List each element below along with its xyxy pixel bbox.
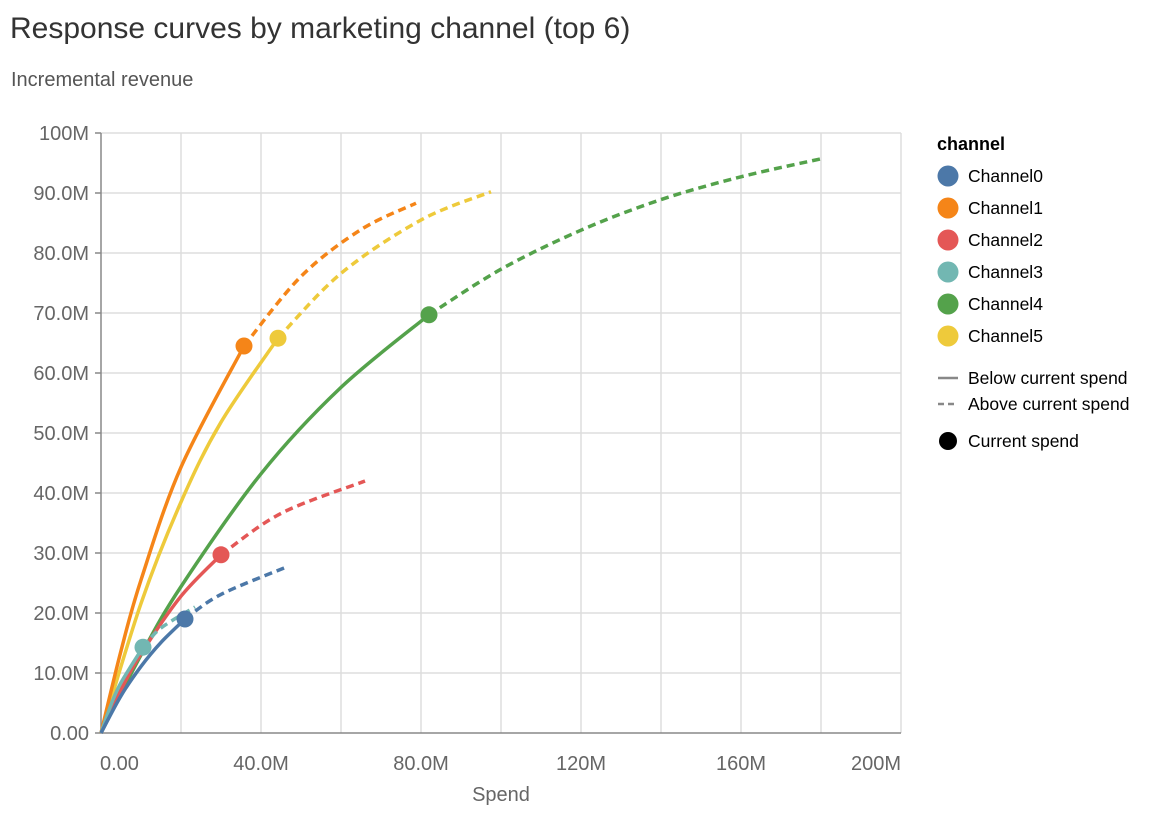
channel4-above-current-spend-line: [428, 157, 822, 317]
legend-swatch-channel5: [937, 325, 959, 347]
x-tick-label: 200M: [851, 753, 901, 775]
legend-label-channel3: Channel3: [968, 262, 1043, 282]
channel0-current-spend-point: [176, 610, 194, 628]
channel1-below-current-spend-line: [99, 345, 246, 734]
x-axis-title: Spend: [472, 784, 530, 806]
y-tick-label: 20.0M: [33, 603, 89, 625]
gridlines: [101, 132, 902, 733]
legend-label-dashed: Above current spend: [968, 394, 1130, 414]
axes: 0.00 10.0M 20.0M 30.0M 40.0M 50.0M 60.0M 70.0M 8…: [33, 123, 901, 775]
current-spend-markers: [134, 306, 438, 656]
y-tick-label: 70.0M: [33, 303, 89, 325]
y-tick-label: 80.0M: [33, 243, 89, 265]
y-tick-label: 60.0M: [33, 363, 89, 385]
legend-label-channel0: Channel0: [968, 166, 1043, 186]
channel1-current-spend-point: [235, 337, 253, 355]
curves: [99, 157, 822, 734]
legend-swatch-channel3: [937, 261, 959, 283]
legend-label-solid: Below current spend: [968, 368, 1128, 388]
legend-swatch-channel1: [937, 197, 959, 219]
x-tick-label: 120M: [556, 753, 606, 775]
channel3-below-current-spend-line: [99, 646, 145, 734]
legend-swatch-channel0: [937, 165, 959, 187]
legend-swatch-channel4: [937, 293, 959, 315]
channel2-above-current-spend-line: [220, 479, 366, 557]
x-tick-label: 160M: [716, 753, 766, 775]
y-tick-label: 100M: [39, 123, 89, 145]
x-tick-label: 40.0M: [233, 753, 289, 775]
y-tick-label: 40.0M: [33, 483, 89, 505]
channel5-above-current-spend-line: [276, 190, 492, 340]
legend-current-spend-dot-icon: [939, 432, 957, 450]
y-tick-label: 0.00: [50, 723, 89, 745]
channel5-below-current-spend-line: [99, 337, 280, 734]
channel3-current-spend-point: [134, 638, 152, 656]
channel1-above-current-spend-line: [242, 201, 417, 348]
legend-label-current-spend: Current spend: [968, 431, 1079, 451]
y-tick-label: 30.0M: [33, 543, 89, 565]
legend: channel Channel0 Channel1 Channel2 Channel3…: [937, 134, 1130, 451]
legend-title: channel: [937, 134, 1005, 154]
x-tick-label: 0.00: [100, 753, 139, 775]
channel2-current-spend-point: [212, 546, 230, 564]
channel0-above-current-spend-line: [183, 565, 288, 621]
legend-label-channel1: Channel1: [968, 198, 1043, 218]
chart-title: Response curves by marketing channel (to…: [10, 12, 630, 45]
y-tick-label: 10.0M: [33, 663, 89, 685]
y-tick-label: 90.0M: [33, 183, 89, 205]
y-tick-label: 50.0M: [33, 423, 89, 445]
legend-label-channel4: Channel4: [968, 294, 1043, 314]
legend-swatch-channel2: [937, 229, 959, 251]
chart-subtitle: Incremental revenue: [11, 69, 193, 91]
channel4-current-spend-point: [420, 306, 438, 324]
x-tick-label: 80.0M: [393, 753, 449, 775]
legend-label-channel2: Channel2: [968, 230, 1043, 250]
legend-label-channel5: Channel5: [968, 326, 1043, 346]
channel0-below-current-spend-line: [99, 617, 187, 734]
channel5-current-spend-point: [269, 329, 287, 347]
